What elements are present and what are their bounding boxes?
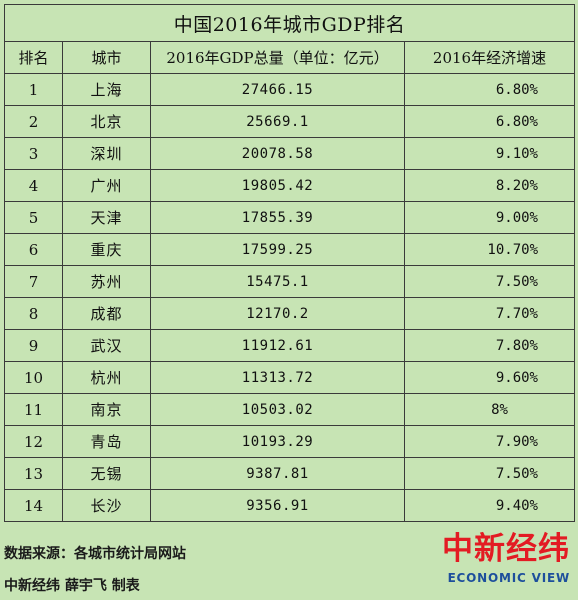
rank-cell: 2 bbox=[4, 105, 63, 138]
growth-cell: 8.20% bbox=[404, 169, 575, 202]
table-row: 4 广州 19805.42 8.20% bbox=[4, 169, 575, 202]
rank-cell: 9 bbox=[4, 329, 63, 362]
table-row: 6 重庆 17599.25 10.70% bbox=[4, 233, 575, 266]
gdp-cell: 10503.02 bbox=[150, 393, 405, 426]
city-cell: 南京 bbox=[62, 393, 151, 426]
table-title: 中国2016年城市GDP排名 bbox=[4, 4, 575, 42]
growth-cell: 9.40% bbox=[404, 489, 575, 522]
city-cell: 北京 bbox=[62, 105, 151, 138]
table-row: 1 上海 27466.15 6.80% bbox=[4, 73, 575, 106]
table-row: 8 成都 12170.2 7.70% bbox=[4, 297, 575, 330]
city-cell: 成都 bbox=[62, 297, 151, 330]
gdp-cell: 9387.81 bbox=[150, 457, 405, 490]
table-row: 12 青岛 10193.29 7.90% bbox=[4, 425, 575, 458]
gdp-ranking-table: 中国2016年城市GDP排名 排名 城市 2016年GDP总量（单位：亿元） 2… bbox=[4, 4, 575, 522]
growth-cell: 8% bbox=[404, 393, 575, 426]
table-row: 3 深圳 20078.58 9.10% bbox=[4, 137, 575, 170]
city-cell: 无锡 bbox=[62, 457, 151, 490]
header-growth: 2016年经济增速 bbox=[404, 41, 575, 74]
gdp-cell: 9356.91 bbox=[150, 489, 405, 522]
header-row: 排名 城市 2016年GDP总量（单位：亿元） 2016年经济增速 bbox=[4, 41, 575, 74]
table-row: 5 天津 17855.39 9.00% bbox=[4, 201, 575, 234]
gdp-cell: 19805.42 bbox=[150, 169, 405, 202]
header-city: 城市 bbox=[62, 41, 151, 74]
growth-cell: 7.80% bbox=[404, 329, 575, 362]
gdp-cell: 11313.72 bbox=[150, 361, 405, 394]
table-body: 1 上海 27466.15 6.80% 2 北京 25669.1 6.80% 3 深圳 20078.… bbox=[4, 73, 575, 522]
table-row: 13 无锡 9387.81 7.50% bbox=[4, 457, 575, 490]
table-row: 11 南京 10503.02 8% bbox=[4, 393, 575, 426]
growth-cell: 7.70% bbox=[404, 297, 575, 330]
rank-cell: 11 bbox=[4, 393, 63, 426]
growth-cell: 9.10% bbox=[404, 137, 575, 170]
gdp-ranking-sheet: 中国2016年城市GDP排名 排名 城市 2016年GDP总量（单位：亿元） 2… bbox=[4, 4, 575, 522]
city-cell: 广州 bbox=[62, 169, 151, 202]
gdp-cell: 17855.39 bbox=[150, 201, 405, 234]
header-gdp: 2016年GDP总量（单位：亿元） bbox=[150, 41, 405, 74]
city-cell: 重庆 bbox=[62, 233, 151, 266]
growth-cell: 7.50% bbox=[404, 265, 575, 298]
gdp-cell: 27466.15 bbox=[150, 73, 405, 106]
growth-cell: 10.70% bbox=[404, 233, 575, 266]
rank-cell: 13 bbox=[4, 457, 63, 490]
header-rank: 排名 bbox=[4, 41, 63, 74]
rank-cell: 12 bbox=[4, 425, 63, 458]
city-cell: 杭州 bbox=[62, 361, 151, 394]
growth-cell: 9.00% bbox=[404, 201, 575, 234]
city-cell: 上海 bbox=[62, 73, 151, 106]
gdp-cell: 11912.61 bbox=[150, 329, 405, 362]
rank-cell: 14 bbox=[4, 489, 63, 522]
city-cell: 长沙 bbox=[62, 489, 151, 522]
rank-cell: 1 bbox=[4, 73, 63, 106]
table-row: 2 北京 25669.1 6.80% bbox=[4, 105, 575, 138]
economic-view-logo: 中新经纬 ECONOMIC VIEW bbox=[400, 532, 570, 594]
data-source-note: 数据来源：各城市统计局网站 bbox=[4, 546, 186, 562]
gdp-cell: 25669.1 bbox=[150, 105, 405, 138]
growth-cell: 7.90% bbox=[404, 425, 575, 458]
city-cell: 武汉 bbox=[62, 329, 151, 362]
growth-cell: 6.80% bbox=[404, 105, 575, 138]
gdp-cell: 15475.1 bbox=[150, 265, 405, 298]
city-cell: 天津 bbox=[62, 201, 151, 234]
growth-cell: 7.50% bbox=[404, 457, 575, 490]
growth-cell: 6.80% bbox=[404, 73, 575, 106]
gdp-cell: 17599.25 bbox=[150, 233, 405, 266]
logo-english-text: ECONOMIC VIEW bbox=[447, 571, 570, 585]
rank-cell: 10 bbox=[4, 361, 63, 394]
gdp-cell: 10193.29 bbox=[150, 425, 405, 458]
growth-cell: 9.60% bbox=[404, 361, 575, 394]
logo-chinese-text: 中新经纬 bbox=[442, 531, 570, 567]
rank-cell: 8 bbox=[4, 297, 63, 330]
city-cell: 苏州 bbox=[62, 265, 151, 298]
rank-cell: 5 bbox=[4, 201, 63, 234]
city-cell: 深圳 bbox=[62, 137, 151, 170]
city-cell: 青岛 bbox=[62, 425, 151, 458]
gdp-cell: 12170.2 bbox=[150, 297, 405, 330]
credit-note: 中新经纬 薛宇飞 制表 bbox=[4, 578, 140, 594]
table-row: 10 杭州 11313.72 9.60% bbox=[4, 361, 575, 394]
table-row: 14 长沙 9356.91 9.40% bbox=[4, 489, 575, 522]
rank-cell: 7 bbox=[4, 265, 63, 298]
gdp-cell: 20078.58 bbox=[150, 137, 405, 170]
table-row: 9 武汉 11912.61 7.80% bbox=[4, 329, 575, 362]
rank-cell: 6 bbox=[4, 233, 63, 266]
table-row: 7 苏州 15475.1 7.50% bbox=[4, 265, 575, 298]
rank-cell: 4 bbox=[4, 169, 63, 202]
rank-cell: 3 bbox=[4, 137, 63, 170]
